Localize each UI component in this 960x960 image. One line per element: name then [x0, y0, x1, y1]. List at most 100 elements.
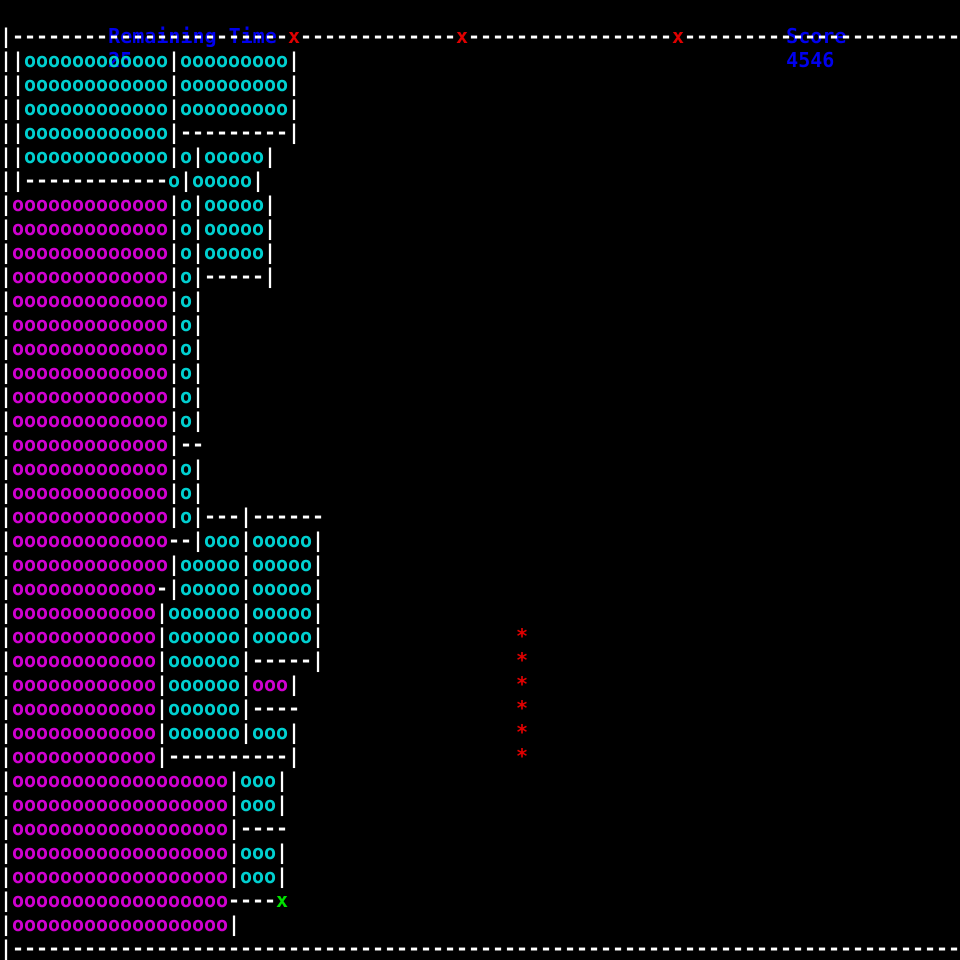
wall-horizontal: -: [624, 936, 637, 960]
cyan-coin: o: [288, 600, 301, 624]
cyan-coin: o: [168, 168, 181, 192]
cyan-coin: o: [204, 648, 217, 672]
wall-horizontal: -: [336, 24, 349, 48]
magenta-coin: o: [204, 768, 217, 792]
magenta-coin: o: [108, 888, 121, 912]
wall-vertical: |: [288, 744, 301, 768]
wall-horizontal: -: [192, 120, 205, 144]
magenta-coin: o: [144, 816, 157, 840]
magenta-coin: o: [120, 888, 133, 912]
wall-horizontal: -: [132, 936, 145, 960]
cyan-coin: o: [144, 120, 157, 144]
magenta-coin: o: [132, 312, 145, 336]
wall-vertical: |: [312, 576, 325, 600]
wall-vertical: |: [0, 576, 13, 600]
cyan-coin: o: [156, 48, 169, 72]
wall-horizontal: -: [756, 936, 769, 960]
cyan-coin: o: [192, 624, 205, 648]
magenta-coin: o: [12, 888, 25, 912]
wall-vertical: |: [276, 864, 289, 888]
wall-horizontal: -: [36, 168, 49, 192]
magenta-coin: o: [180, 888, 193, 912]
magenta-coin: o: [132, 504, 145, 528]
magenta-coin: o: [60, 504, 73, 528]
magenta-coin: o: [36, 216, 49, 240]
wall-horizontal: -: [792, 936, 805, 960]
wall-vertical: |: [228, 792, 241, 816]
magenta-coin: o: [48, 912, 61, 936]
magenta-coin: o: [84, 432, 97, 456]
magenta-coin: o: [204, 912, 217, 936]
cyan-coin: o: [132, 48, 145, 72]
cyan-coin: o: [60, 120, 73, 144]
magenta-coin: o: [24, 864, 37, 888]
magenta-coin: o: [24, 312, 37, 336]
wall-vertical: |: [168, 192, 181, 216]
cyan-coin: o: [192, 696, 205, 720]
wall-horizontal: -: [252, 24, 265, 48]
wall-vertical: |: [0, 840, 13, 864]
magenta-coin: o: [24, 816, 37, 840]
magenta-coin: o: [84, 552, 97, 576]
magenta-coin: o: [72, 480, 85, 504]
magenta-coin: o: [36, 744, 49, 768]
cyan-coin: o: [48, 144, 61, 168]
wall-horizontal: -: [192, 936, 205, 960]
magenta-coin: o: [108, 264, 121, 288]
wall-vertical: |: [12, 168, 25, 192]
magenta-coin: o: [12, 624, 25, 648]
wall-vertical: |: [0, 288, 13, 312]
wall-horizontal: -: [348, 936, 361, 960]
cyan-coin: o: [240, 840, 253, 864]
magenta-coin: o: [84, 360, 97, 384]
magenta-coin: o: [24, 624, 37, 648]
cyan-coin: o: [48, 48, 61, 72]
wall-horizontal: -: [324, 936, 337, 960]
magenta-coin: o: [24, 288, 37, 312]
wall-horizontal: -: [564, 24, 577, 48]
magenta-coin: o: [108, 288, 121, 312]
cyan-coin: o: [252, 576, 265, 600]
wall-horizontal: -: [708, 24, 721, 48]
wall-horizontal: -: [504, 936, 517, 960]
cyan-coin: o: [180, 264, 193, 288]
magenta-coin: o: [84, 456, 97, 480]
wall-vertical: |: [0, 504, 13, 528]
magenta-coin: o: [12, 672, 25, 696]
wall-vertical: |: [168, 576, 181, 600]
cyan-coin: o: [228, 240, 241, 264]
magenta-coin: o: [72, 720, 85, 744]
wall-horizontal: -: [216, 120, 229, 144]
magenta-coin: o: [144, 696, 157, 720]
cyan-coin: o: [48, 96, 61, 120]
wall-horizontal: -: [852, 24, 865, 48]
magenta-coin: o: [156, 792, 169, 816]
wall-vertical: |: [0, 480, 13, 504]
hazard: *: [516, 744, 529, 768]
cyan-coin: o: [252, 96, 265, 120]
cyan-coin: o: [192, 648, 205, 672]
cyan-coin: o: [216, 240, 229, 264]
wall-vertical: |: [240, 696, 253, 720]
wall-horizontal: -: [648, 24, 661, 48]
cyan-coin: o: [180, 480, 193, 504]
magenta-coin: o: [132, 768, 145, 792]
magenta-coin: o: [108, 816, 121, 840]
magenta-coin: o: [96, 624, 109, 648]
wall-horizontal: -: [300, 24, 313, 48]
magenta-coin: o: [132, 216, 145, 240]
score-label: Score: [786, 24, 847, 48]
wall-horizontal: -: [264, 648, 277, 672]
wall-vertical: |: [192, 360, 205, 384]
wall-horizontal: -: [276, 816, 289, 840]
magenta-coin: o: [144, 888, 157, 912]
cyan-coin: o: [72, 48, 85, 72]
enemy: x: [288, 24, 301, 48]
cyan-coin: o: [180, 648, 193, 672]
cyan-coin: o: [216, 576, 229, 600]
cyan-coin: o: [108, 120, 121, 144]
magenta-coin: o: [72, 648, 85, 672]
wall-vertical: |: [0, 384, 13, 408]
magenta-coin: o: [84, 888, 97, 912]
